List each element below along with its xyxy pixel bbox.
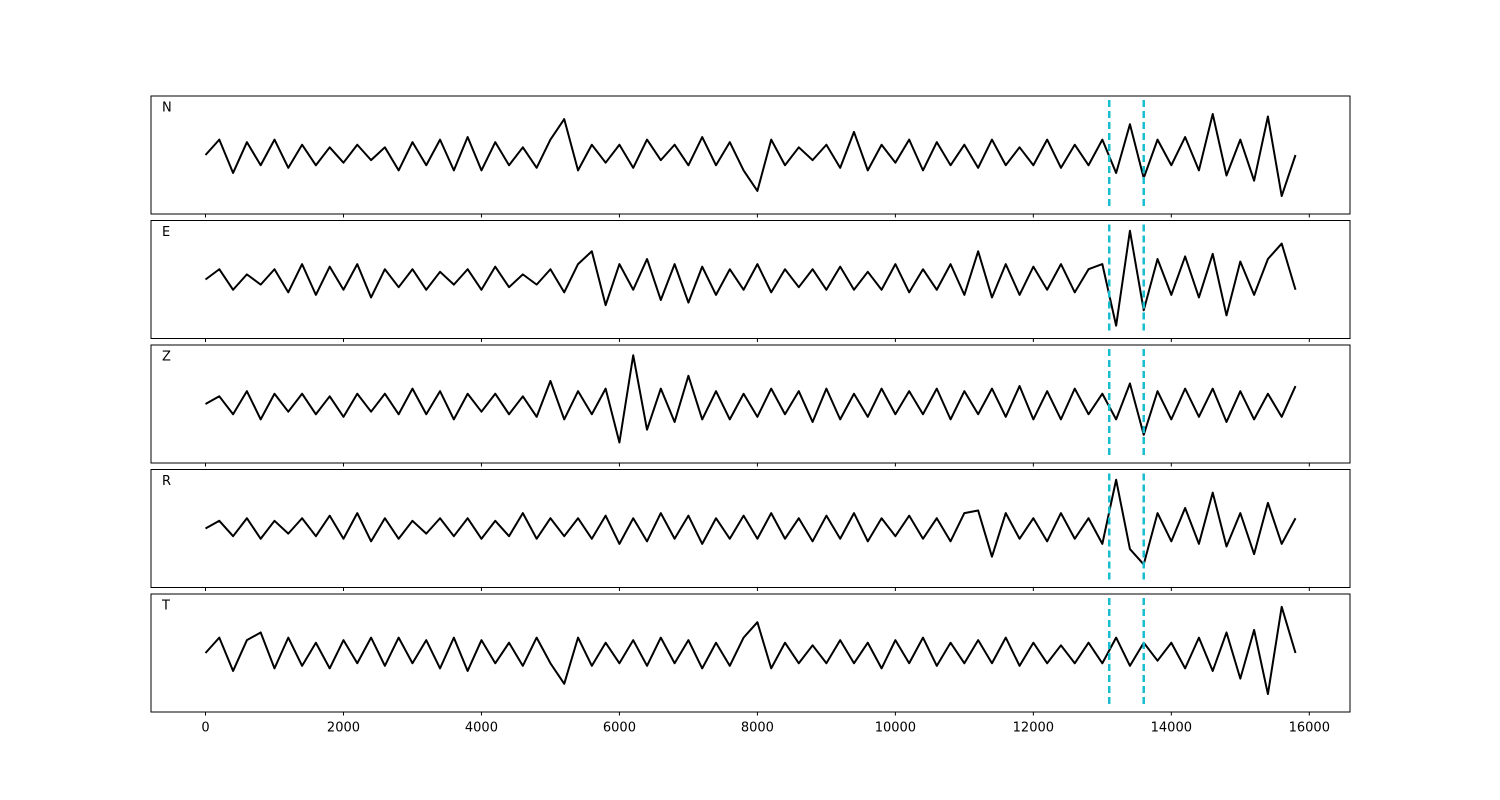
panel-frame [150,344,1351,464]
panel-frame [150,469,1351,588]
trace [204,112,1297,198]
panel-frame [150,593,1351,713]
x-tick-label: 4000 [465,721,498,736]
trace [204,605,1297,696]
x-tick-label: 12000 [1013,721,1054,736]
panel-label: T [161,599,170,614]
trace [204,229,1297,327]
x-tick-label: 16000 [1289,721,1330,736]
panel-label: N [162,101,172,116]
x-tick-label: 14000 [1151,721,1192,736]
panel-label: R [162,474,171,489]
trace [205,478,1297,566]
panel-label: E [162,225,170,240]
panel-label: Z [162,350,171,365]
x-tick-label: 2000 [327,721,360,736]
x-tick-label: 6000 [603,721,636,736]
x-tick-label: 0 [201,721,209,736]
trace [205,354,1297,444]
x-tick-label: 10000 [875,721,916,736]
panel-frame [150,220,1351,339]
panel-frame [150,95,1351,215]
x-tick-label: 8000 [741,721,774,736]
